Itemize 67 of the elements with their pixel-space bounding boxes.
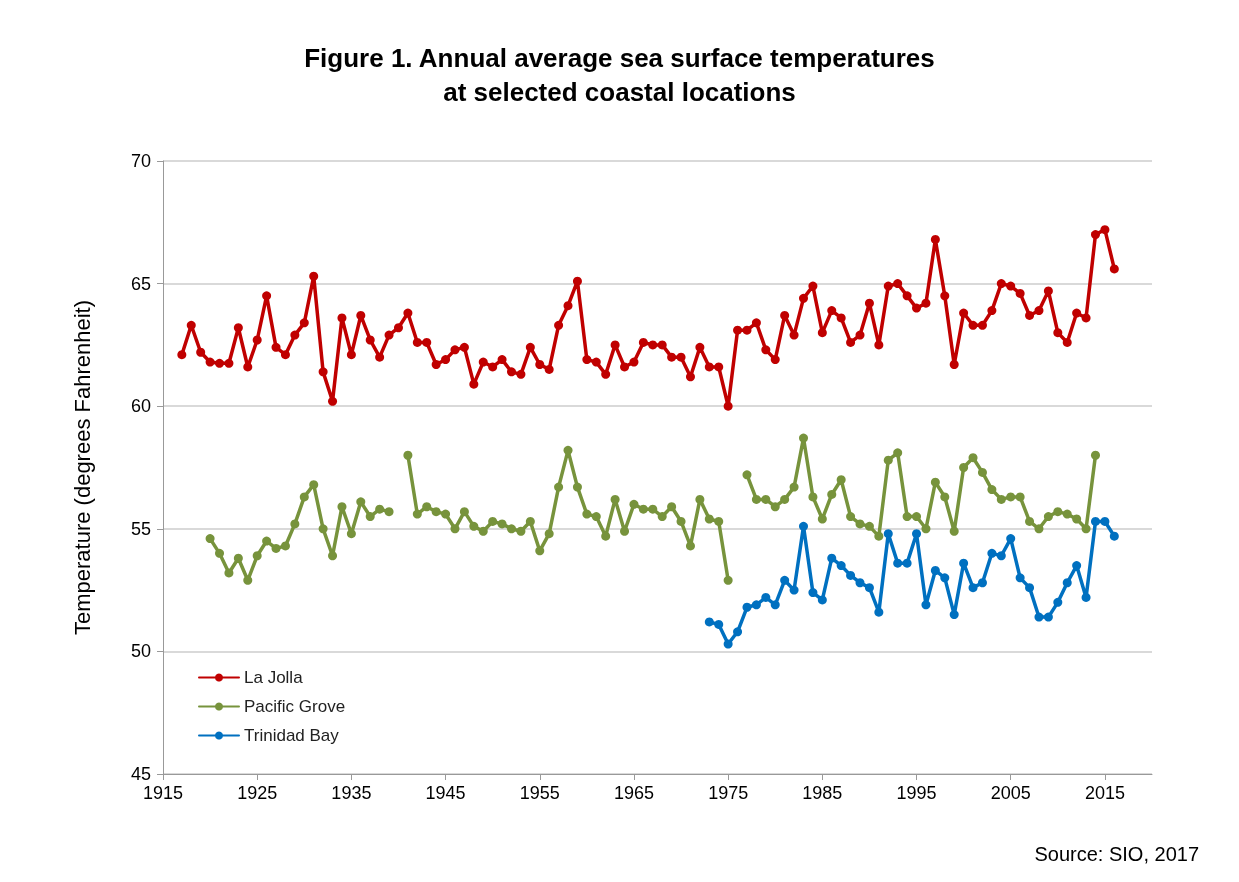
point (902, 558, 912, 568)
source-note: Source: SIO, 2017 (1034, 843, 1200, 865)
point (874, 607, 884, 617)
point (864, 583, 874, 593)
point (1006, 534, 1016, 544)
point (817, 595, 827, 605)
point (742, 602, 752, 612)
x-tick-label: 1945 (425, 783, 466, 803)
point (1043, 612, 1053, 622)
point (1072, 561, 1082, 571)
x-tick-label: 1915 (142, 783, 184, 803)
point (1025, 583, 1035, 593)
x-tick-label: 1925 (237, 783, 278, 803)
point (855, 578, 865, 588)
x-tick-label: 1975 (708, 783, 749, 803)
point (949, 610, 959, 620)
point (883, 529, 893, 539)
point (770, 600, 780, 610)
point (1034, 612, 1044, 622)
point (996, 551, 1006, 561)
x-tick-label: 1965 (613, 783, 654, 803)
point (968, 583, 978, 593)
y-tick-label: 45 (130, 764, 151, 784)
point (977, 578, 987, 588)
point (789, 585, 799, 595)
point (723, 639, 733, 649)
legend-label: Trinidad Bay (244, 726, 340, 745)
point (1090, 516, 1100, 526)
point (1062, 578, 1072, 588)
point (846, 570, 856, 580)
point (827, 553, 837, 563)
point (808, 588, 818, 598)
point (1015, 573, 1025, 583)
point (912, 529, 922, 539)
y-tick-label: 60 (130, 396, 151, 417)
x-tick-label: 2015 (1084, 783, 1125, 803)
point (761, 592, 771, 602)
y-tick-label: 55 (130, 518, 151, 539)
point (733, 627, 743, 637)
x-tick-label: 1955 (519, 783, 560, 803)
legend-label: La Jolla (244, 668, 304, 687)
point (921, 600, 931, 610)
point (959, 558, 969, 568)
x-tick-label: 1935 (331, 783, 372, 803)
point (930, 565, 940, 575)
point (751, 600, 761, 610)
y-axis-title: Temperature (degrees Fahrenheit) (69, 299, 95, 636)
point (1053, 597, 1063, 607)
point (780, 575, 790, 585)
y-tick-label: 50 (130, 641, 151, 662)
x-tick-label: 2005 (990, 783, 1031, 803)
x-tick-label: 1995 (896, 783, 937, 803)
point (987, 548, 997, 558)
legend-label: Pacific Grove (244, 697, 346, 716)
point (1100, 516, 1110, 526)
chart-title: Figure 1. Annual average sea surface temperatures at selected coastal locations (304, 43, 935, 107)
point (940, 573, 950, 583)
x-tick-label: 1985 (802, 783, 843, 803)
point (799, 521, 808, 531)
y-tick-label: 70 (130, 151, 151, 171)
point (836, 561, 846, 571)
point (714, 619, 724, 629)
point (1081, 592, 1091, 602)
y-tick-label: 65 (130, 273, 151, 294)
point (893, 558, 903, 568)
point (1109, 531, 1119, 541)
point (704, 617, 714, 627)
